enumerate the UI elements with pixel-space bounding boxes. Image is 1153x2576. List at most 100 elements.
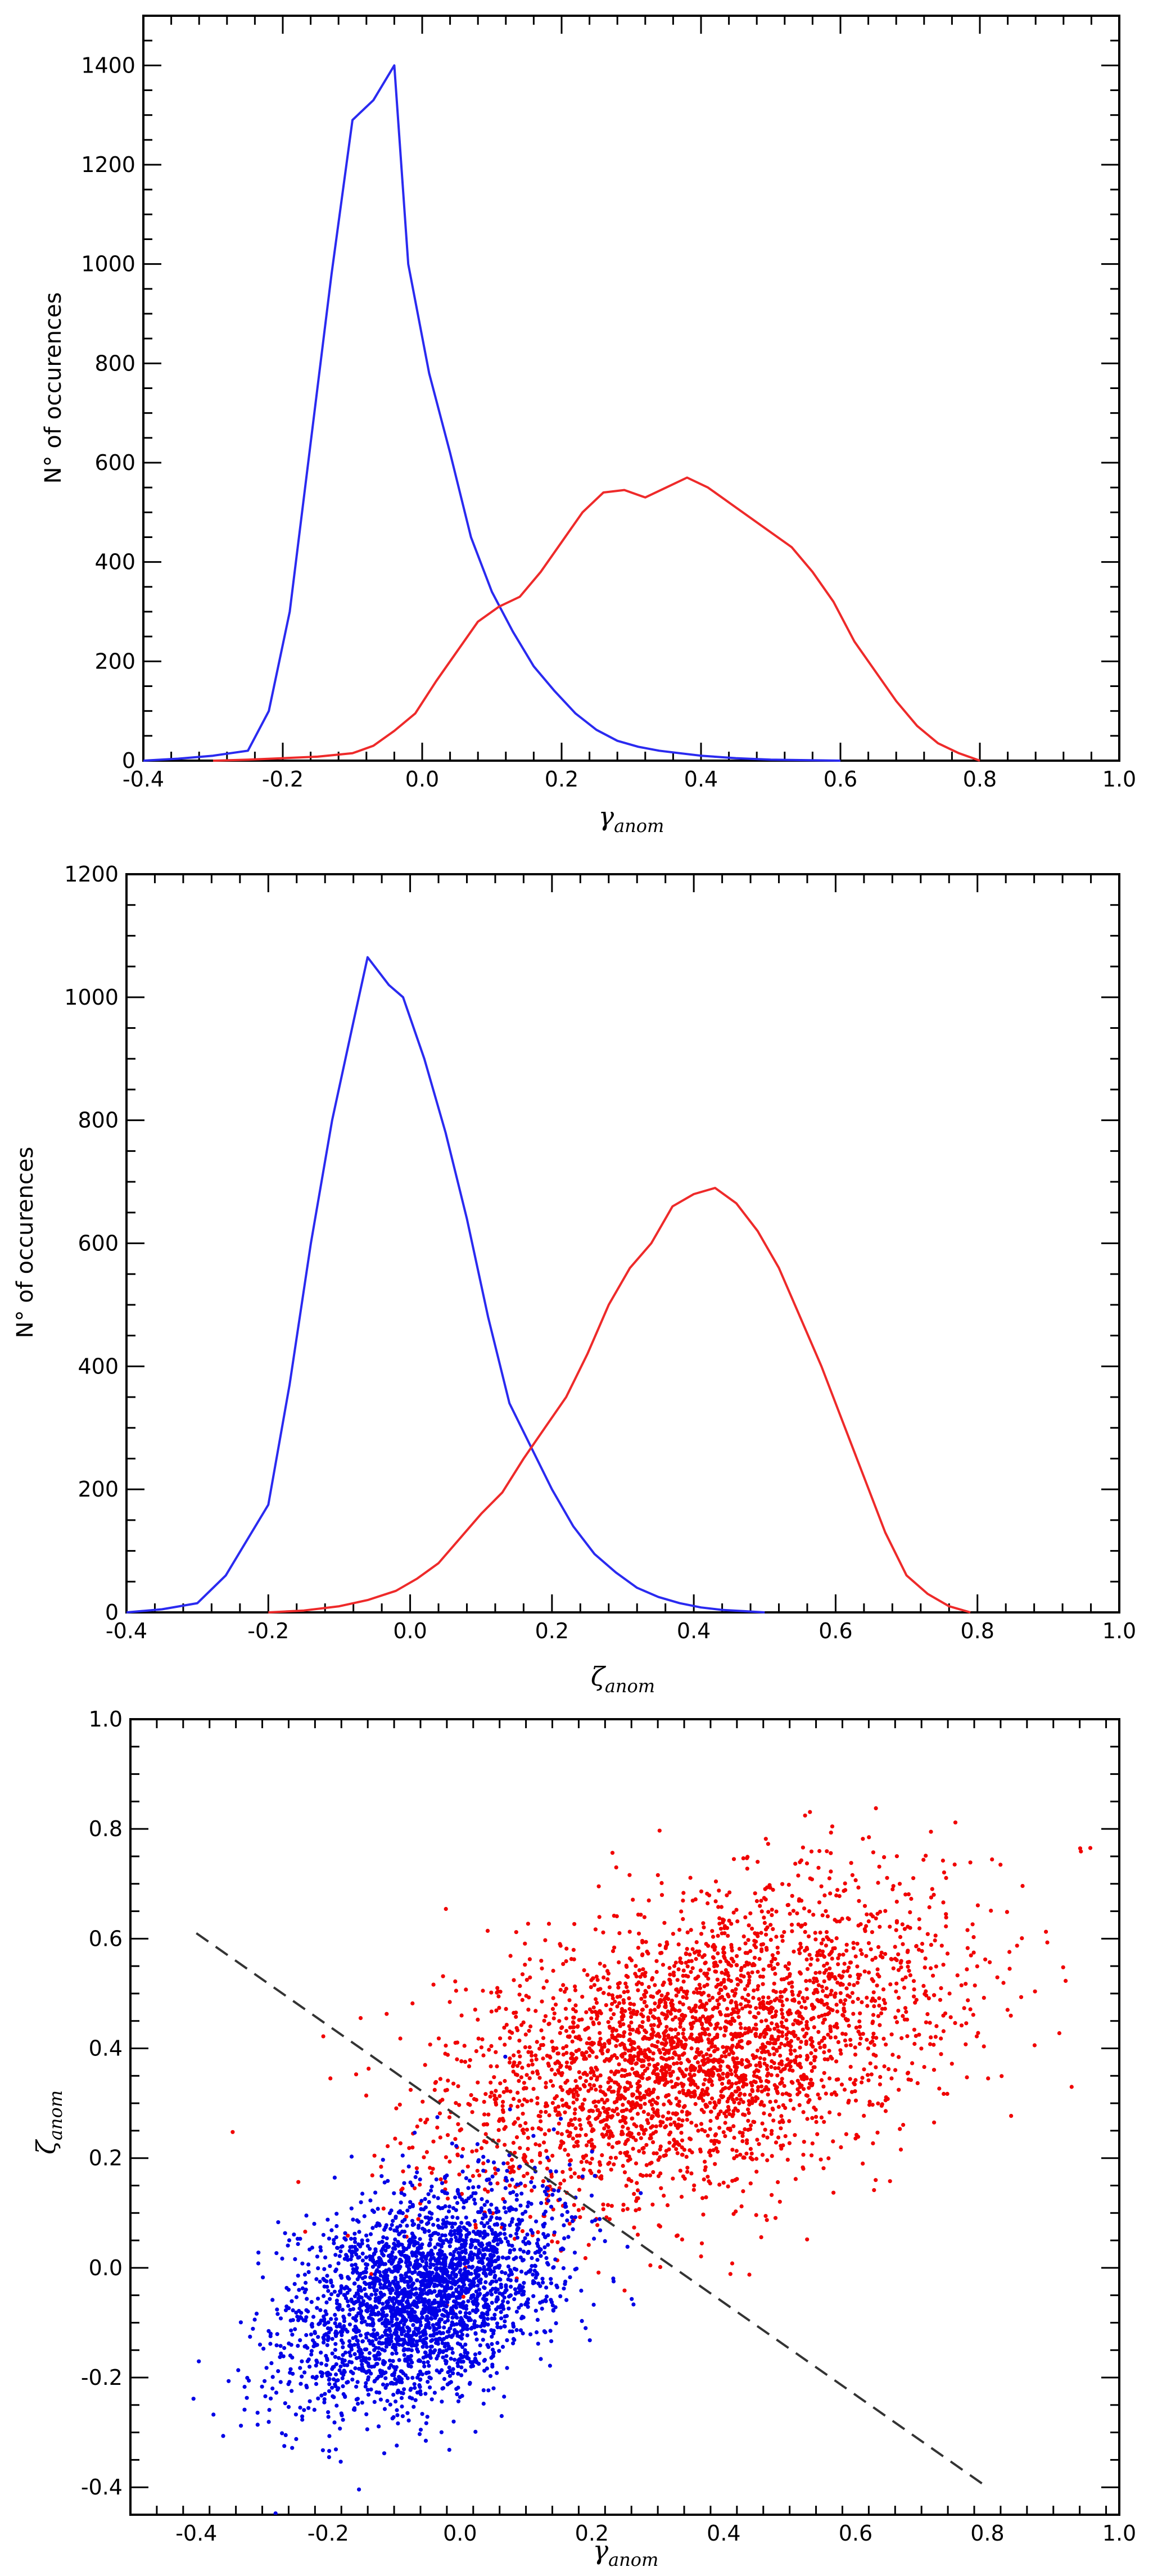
scatter-point [413,2326,418,2331]
scatter-point [587,2121,592,2125]
scatter-point [671,2006,675,2010]
scatter-point [365,2369,370,2374]
scatter-point [713,1969,717,1974]
scatter-point [829,2092,834,2096]
y-tick-label: 800 [94,351,135,376]
scatter-point [788,2064,793,2069]
scatter-point [283,2231,287,2235]
scatter-point [453,2221,458,2226]
scatter-point [569,2060,574,2065]
y-tick-label: 0.4 [89,2036,123,2061]
scatter-point [623,2121,628,2125]
scatter-point [630,2067,635,2071]
scatter-point [702,1953,707,1958]
scatter-point [339,2371,344,2375]
scatter-point [774,2140,779,2145]
scatter-point [536,2238,540,2242]
scatter-point [481,2312,486,2316]
scatter-point [479,2045,484,2050]
scatter-point [771,1887,775,1892]
scatter-point [531,2087,536,2091]
scatter-point [810,2069,814,2073]
scatter-point [590,2157,594,2161]
scatter-point [894,1958,899,1963]
scatter-point [902,1927,907,1931]
scatter-point [677,2009,681,2013]
scatter-point [525,2171,530,2176]
scatter-point [706,2134,710,2138]
scatter-point [536,2342,540,2346]
scatter-point [842,2002,846,2006]
scatter-point [739,2097,743,2102]
scatter-point [711,1955,715,1959]
scatter-point [377,2357,382,2361]
scatter-point [615,1995,620,1999]
scatter-point [454,1989,459,1993]
scatter-point [456,2364,460,2369]
scatter-point [719,1981,724,1986]
y-tick-label: 600 [78,1231,119,1256]
scatter-point [939,1986,943,1990]
scatter-point [585,2159,589,2164]
scatter-point [735,2042,740,2047]
scatter-point [803,1929,807,1934]
scatter-point [713,1899,718,1904]
scatter-point [583,2027,587,2032]
scatter-point [794,2054,799,2059]
scatter-point [749,2123,753,2128]
scatter-point [757,2142,761,2146]
scatter-point [496,1994,501,1999]
scatter-point [747,1923,751,1928]
scatter-point [666,2050,671,2055]
scatter-point [944,1924,948,1929]
scatter-point [533,2250,538,2255]
scatter-point [828,2007,833,2012]
scatter-point [571,2219,575,2224]
scatter-point [372,2153,377,2158]
scatter-point [702,2027,707,2032]
scatter-point [467,2064,472,2068]
scatter-point [749,2029,753,2033]
scatter-point [607,2142,611,2146]
scatter-point [710,2083,715,2087]
scatter-point [595,2077,599,2082]
scatter-point [917,1926,922,1931]
scatter-point [823,2013,828,2017]
scatter-point [309,2349,314,2353]
scatter-point [1005,1910,1009,1914]
scatter-point [561,2103,566,2108]
scatter-point [435,2125,440,2130]
scatter-point [929,2035,933,2040]
scatter-point [711,1935,716,1939]
scatter-point [372,2328,376,2332]
scatter-point [708,2181,712,2186]
scatter-point [664,2024,669,2029]
scatter-point [882,2064,887,2069]
scatter-point [774,2038,778,2042]
scatter-point [797,1993,801,1997]
scatter-point [612,2162,616,2167]
scatter-point [906,2077,911,2082]
scatter-point [598,2042,603,2047]
scatter-point [706,2057,710,2061]
scatter-point [368,2254,372,2258]
scatter-point [706,2175,710,2179]
scatter-point [473,2008,477,2012]
scatter-point [302,2370,307,2375]
x-tick-label: 0.6 [824,767,857,792]
scatter-point [904,2010,908,2014]
scatter-point [903,1892,908,1897]
scatter-point [743,1915,748,1919]
scatter-point [822,1979,826,1983]
scatter-point [787,1981,792,1986]
scatter-point [765,1925,770,1929]
scatter-point [693,2016,698,2021]
scatter-point [693,2056,697,2060]
scatter-point [494,2050,498,2054]
scatter-point [584,2010,589,2014]
scatter-point [650,1977,654,1982]
scatter-point [424,2150,429,2154]
scatter-point [685,1947,689,1951]
scatter-point [777,2030,781,2034]
scatter-point [1020,1884,1025,1888]
